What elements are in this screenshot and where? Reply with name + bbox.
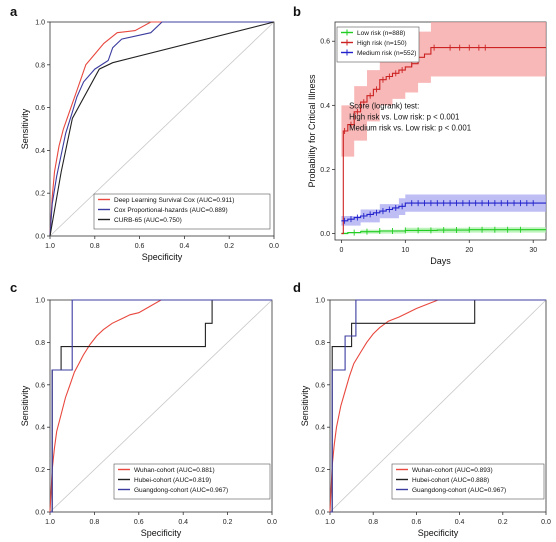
x-tick-label: 0.6 — [135, 243, 145, 250]
y-tick-label: 1.0 — [315, 298, 325, 305]
x-tick-label: 30 — [529, 247, 537, 254]
legend-entry: Medium risk (n=552) — [357, 50, 416, 57]
series-line — [49, 21, 274, 237]
y-tick-label: 0.0 — [315, 510, 325, 517]
chance-diagonal — [49, 299, 273, 513]
legend: Deep Learning Survival Cox (AUC=0.911) Co… — [93, 193, 271, 230]
logrank-annotation: Score (logrank) test: High risk vs. Low r… — [349, 102, 471, 133]
panel-label: c — [10, 280, 17, 295]
y-tick-label: 0.8 — [315, 340, 325, 347]
y-tick-label: 0.6 — [315, 382, 325, 389]
x-tick-label: 0.4 — [455, 519, 465, 526]
ci-band — [341, 194, 546, 226]
x-axis-title: Specificity — [141, 528, 182, 538]
y-tick-label: 0.0 — [35, 510, 45, 517]
x-tick-label: 1.0 — [45, 519, 55, 526]
legend-entry: Wuhan-cohort (AUC=0.893) — [412, 467, 493, 474]
panel-label: d — [293, 280, 301, 295]
panel-b: b 0 10 20 30 0.0 0.2 0.4 0.6 Days Probability for … — [293, 4, 547, 266]
panel-label: a — [10, 4, 18, 19]
panel-d: d 1.0 0.8 0.6 0.4 0.2 0.0 0.0 0.2 0.4 0.6 0.8 1.0 Spe… — [293, 280, 551, 538]
legend-entry: CURB-65 (AUC=0.750) — [114, 217, 182, 224]
legend-box — [113, 463, 271, 500]
series-line — [49, 21, 275, 237]
x-tick-label: 0.0 — [541, 519, 551, 526]
x-tick-label: 0.2 — [224, 243, 234, 250]
x-tick-label: 0 — [339, 247, 343, 254]
legend-entry: Cox Proportional-hazards (AUC=0.889) — [114, 207, 228, 214]
x-tick-label: 0.6 — [412, 519, 422, 526]
x-tick-label: 10 — [401, 247, 409, 254]
y-tick-label: 0.4 — [315, 425, 325, 432]
y-tick-label: 0.2 — [315, 467, 325, 474]
legend-entry: Wuhan-cohort (AUC=0.881) — [134, 467, 215, 474]
legend-box — [391, 463, 545, 500]
annotation-line: High risk vs. Low risk: p < 0.001 — [349, 113, 459, 122]
y-tick-label: 1.0 — [35, 298, 45, 305]
series-line — [330, 299, 546, 513]
legend-entry: Deep Learning Survival Cox (AUC=0.911) — [114, 197, 234, 204]
x-tick-label: 0.6 — [134, 519, 144, 526]
y-tick-label: 0.8 — [35, 62, 45, 69]
x-tick-label: 1.0 — [325, 519, 335, 526]
x-axis-title: Days — [430, 256, 451, 266]
x-tick-label: 0.8 — [90, 519, 100, 526]
legend: Low risk (n=888) High risk (n=150) Medium … — [336, 26, 420, 63]
y-tick-label: 0.6 — [35, 105, 45, 112]
y-tick-label: 0.2 — [320, 167, 330, 174]
y-axis-title: Sensitivity — [300, 385, 310, 426]
y-tick-label: 0.2 — [35, 191, 45, 198]
y-tick-label: 0.4 — [35, 148, 45, 155]
y-tick-label: 0.4 — [35, 425, 45, 432]
legend: Wuhan-cohort (AUC=0.881) Hubei-cohort (AU… — [113, 463, 271, 500]
legend-entry: High risk (n=150) — [357, 40, 407, 47]
panel-c: c 1.0 0.8 0.6 0.4 0.2 0.0 0.0 0.2 0.4 0.6 0.8 1.0 Spe… — [10, 280, 277, 538]
legend-entry: Guangdong-cohort (AUC=0.967) — [134, 487, 228, 494]
x-tick-label: 0.4 — [180, 243, 190, 250]
legend-entry: Low risk (n=888) — [357, 30, 405, 37]
series-line — [50, 299, 272, 513]
y-tick-label: 0.8 — [35, 340, 45, 347]
x-tick-label: 0.0 — [267, 519, 277, 526]
y-tick-label: 1.0 — [35, 20, 45, 27]
panel-label: b — [293, 4, 301, 19]
y-tick-label: 0.0 — [35, 234, 45, 241]
x-tick-label: 0.0 — [269, 243, 279, 250]
y-tick-label: 0.2 — [35, 467, 45, 474]
y-tick-label: 0.6 — [35, 382, 45, 389]
series-line — [49, 21, 274, 237]
x-axis-title: Specificity — [142, 252, 183, 262]
series-line — [329, 299, 546, 513]
x-tick-label: 0.4 — [178, 519, 188, 526]
y-axis-title: Probability for Critical Illness — [307, 74, 317, 188]
x-tick-label: 0.2 — [223, 519, 233, 526]
y-tick-label: 0.4 — [320, 103, 330, 110]
legend-entry: Hubei-cohort (AUC=0.819) — [134, 477, 211, 484]
annotation-line: Medium risk vs. Low risk: p < 0.001 — [349, 124, 471, 133]
series-line — [49, 299, 272, 513]
x-tick-label: 0.8 — [90, 243, 100, 250]
panel-a: a 1.0 0.8 0.6 0.4 0.2 0.0 0.0 0.2 0.4 0.6 0.8 1.0 Spe… — [10, 4, 279, 262]
y-axis-title: Sensitivity — [20, 385, 30, 426]
chance-diagonal — [49, 21, 275, 237]
x-tick-label: 1.0 — [45, 243, 55, 250]
x-tick-label: 0.8 — [368, 519, 378, 526]
legend: Wuhan-cohort (AUC=0.893) Hubei-cohort (AU… — [391, 463, 545, 500]
chance-diagonal — [329, 299, 547, 513]
annotation-line: Score (logrank) test: — [349, 102, 419, 111]
legend-entry: Hubei-cohort (AUC=0.888) — [412, 477, 489, 484]
legend-box — [93, 193, 271, 230]
legend-entry: Guangdong-cohort (AUC=0.967) — [412, 487, 506, 494]
y-axis-title: Sensitivity — [20, 108, 30, 149]
x-tick-label: 20 — [465, 247, 473, 254]
x-tick-label: 0.2 — [498, 519, 508, 526]
y-tick-label: 0.6 — [320, 39, 330, 46]
x-axis-title: Specificity — [418, 528, 459, 538]
y-tick-label: 0.0 — [320, 231, 330, 238]
